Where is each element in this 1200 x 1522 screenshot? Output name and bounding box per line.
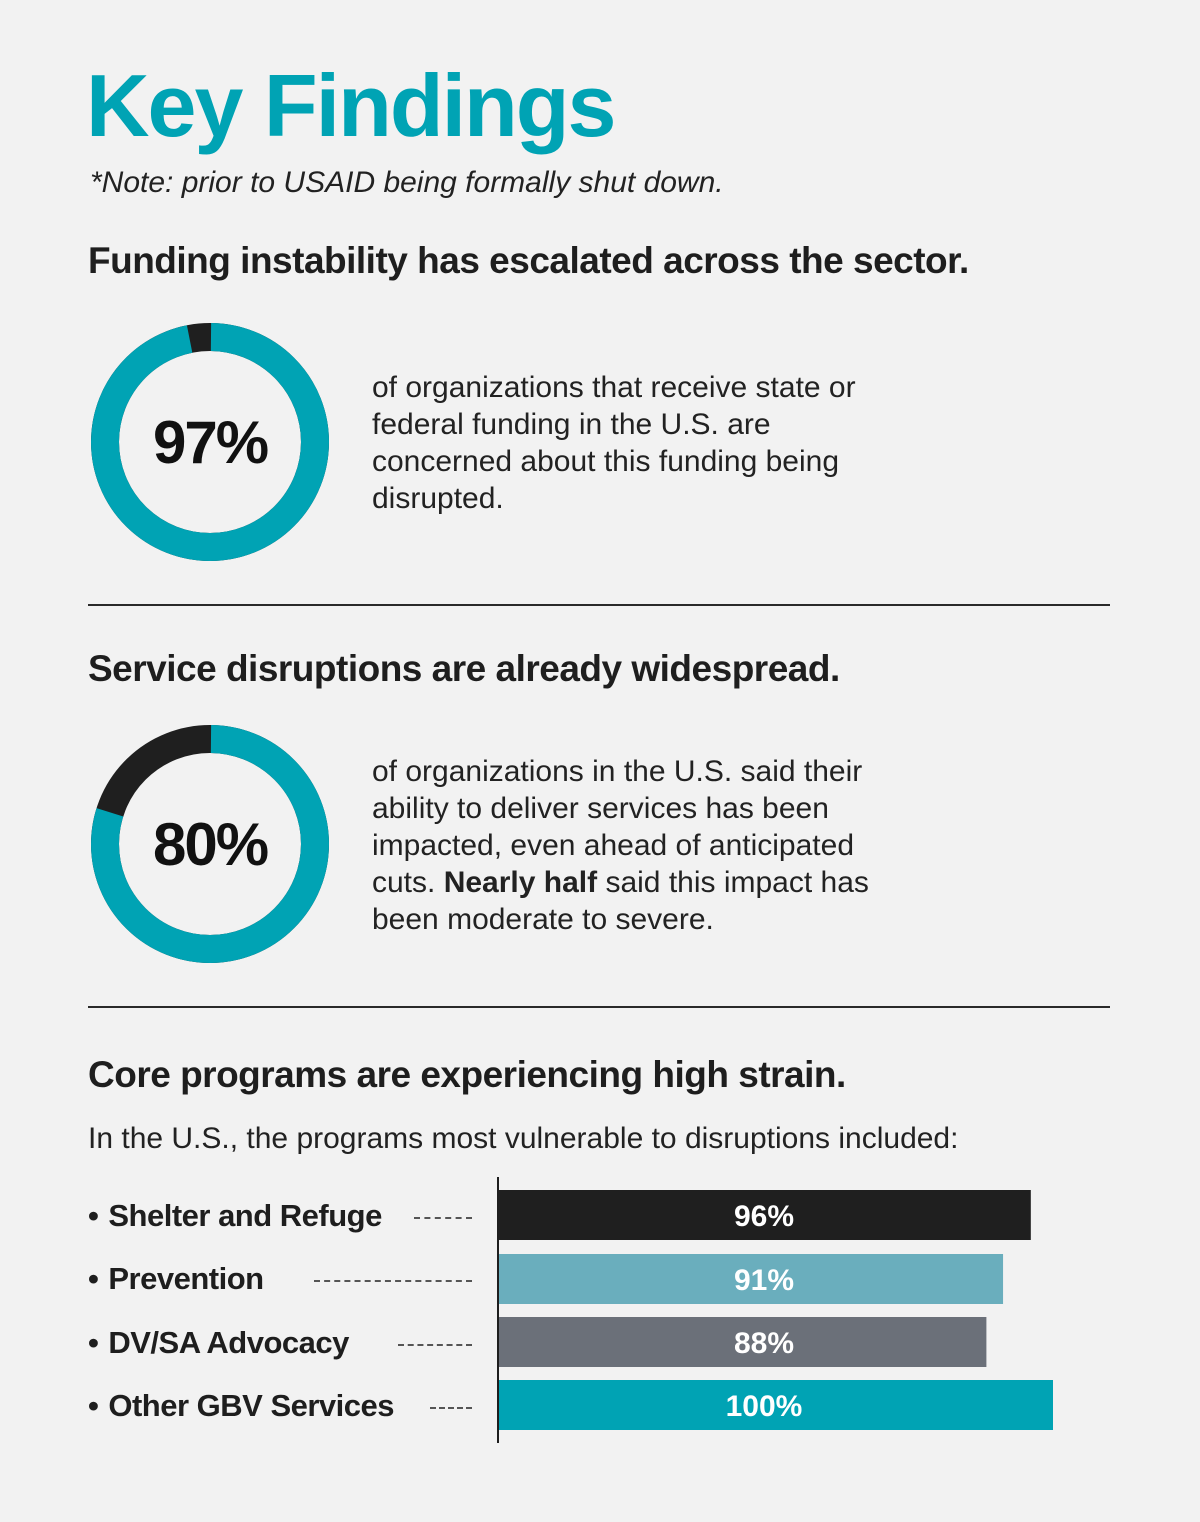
bar-value-label: 100% [726,1390,803,1423]
bar-label-text: Shelter and Refuge [108,1198,382,1233]
leader-line [314,1280,472,1282]
bar [498,1380,1053,1430]
donut-arc-funding [91,323,329,561]
bullet: • [88,1325,99,1360]
divider [88,1006,1110,1008]
donut-ring-service [91,725,329,963]
note: *Note: prior to USAID being formally shu… [90,166,724,199]
bullet: • [88,1198,99,1233]
description-service-bold: Nearly half [443,866,598,899]
section-heading-funding: Funding instability has escalated across… [88,240,969,281]
bar [498,1317,987,1367]
divider [88,604,1110,606]
bar-value-label: 91% [734,1264,794,1297]
bar-label-prevention: • Prevention [88,1263,264,1294]
bar-label-text: Prevention [108,1261,264,1296]
leader-line [398,1344,472,1346]
bullet: • [88,1388,99,1423]
bar-label-shelter: • Shelter and Refuge [88,1200,382,1231]
section-heading-service: Service disruptions are already widespre… [88,648,840,689]
donut-chart-funding: 97% [88,320,332,564]
leader-line [414,1217,472,1219]
bullet: • [88,1261,99,1296]
bar-label-text: Other GBV Services [108,1388,394,1423]
description-service-text-end: said this impact has been moderate to se… [372,866,869,936]
bar [498,1254,1004,1304]
donut-arc-service [91,725,329,963]
bar [498,1190,1031,1240]
bar-label-text: DV/SA Advocacy [108,1325,349,1360]
bar-axis [497,1177,499,1443]
donut-value-service: 80% [152,810,269,878]
description-service: of organizations in the U.S. said their … [372,753,912,938]
bar-label-other: • Other GBV Services [88,1390,394,1421]
bar-value-label: 88% [734,1327,794,1360]
description-service-text: of organizations in the U.S. said their … [372,755,863,899]
donut-chart-service: 80% [88,722,332,966]
donut-value-funding: 97% [152,408,269,476]
description-funding: of organizations that receive state or f… [372,371,856,515]
donut-ring-funding [91,323,329,561]
bar-label-advocacy: • DV/SA Advocacy [88,1327,349,1358]
section-heading-programs: Core programs are experiencing high stra… [88,1054,846,1095]
page-title: Key Findings [86,56,616,155]
programs-intro: In the U.S., the programs most vulnerabl… [88,1122,959,1155]
leader-line [430,1407,472,1409]
bar-value-label: 96% [734,1200,794,1233]
